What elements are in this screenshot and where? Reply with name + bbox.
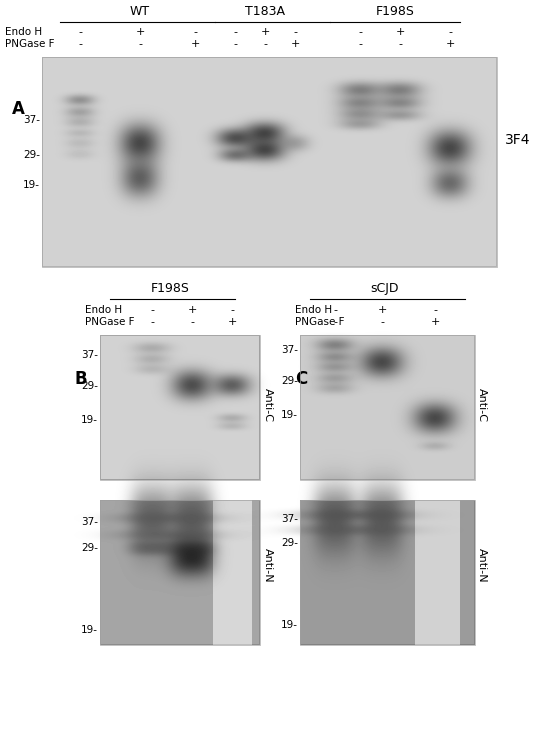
Bar: [100, 335, 260, 480]
Text: 19-: 19-: [23, 180, 40, 190]
Text: 29-: 29-: [281, 538, 298, 548]
Text: -: -: [263, 39, 267, 49]
Text: -: -: [358, 39, 362, 49]
Text: Endo H: Endo H: [5, 27, 42, 37]
Text: B: B: [75, 370, 88, 388]
Text: +: +: [135, 27, 144, 37]
Text: A: A: [12, 100, 25, 118]
Text: -: -: [193, 27, 197, 37]
Text: PNGase F: PNGase F: [85, 317, 134, 327]
Bar: [300, 335, 475, 480]
Text: +: +: [291, 39, 300, 49]
Text: Endo H: Endo H: [85, 305, 122, 315]
Text: sCJD: sCJD: [371, 282, 399, 295]
Text: -: -: [190, 317, 194, 327]
Text: -: -: [293, 27, 297, 37]
Text: 37-: 37-: [81, 517, 98, 527]
Text: +: +: [395, 27, 405, 37]
Text: -: -: [78, 27, 82, 37]
Text: 3F4: 3F4: [505, 133, 531, 147]
Text: Endo H: Endo H: [295, 305, 332, 315]
Text: 37-: 37-: [23, 115, 40, 125]
Text: 19-: 19-: [81, 625, 98, 635]
Text: PNGase F: PNGase F: [5, 39, 54, 49]
Text: -: -: [380, 317, 384, 327]
Text: 19-: 19-: [281, 410, 298, 420]
Text: +: +: [190, 39, 200, 49]
Text: +: +: [187, 305, 197, 315]
Text: -: -: [233, 39, 237, 49]
Text: Anti-N: Anti-N: [263, 547, 273, 582]
Text: -: -: [398, 39, 402, 49]
Text: 19-: 19-: [281, 620, 298, 630]
Text: 37-: 37-: [281, 514, 298, 524]
Text: +: +: [227, 317, 237, 327]
Text: 37-: 37-: [81, 350, 98, 360]
Text: 19-: 19-: [81, 415, 98, 425]
Text: -: -: [150, 317, 154, 327]
Text: -: -: [233, 27, 237, 37]
Text: Anti-N: Anti-N: [477, 547, 487, 582]
Text: +: +: [445, 39, 455, 49]
Text: +: +: [260, 27, 270, 37]
Text: -: -: [433, 305, 437, 315]
Text: -: -: [230, 305, 234, 315]
Text: Anti-C: Anti-C: [263, 388, 273, 422]
Bar: [42, 57, 497, 267]
Bar: [100, 500, 260, 645]
Text: -: -: [333, 317, 337, 327]
Text: 29-: 29-: [23, 150, 40, 160]
Text: 29-: 29-: [81, 381, 98, 391]
Text: +: +: [430, 317, 440, 327]
Text: -: -: [333, 305, 337, 315]
Text: 29-: 29-: [81, 543, 98, 553]
Text: -: -: [138, 39, 142, 49]
Text: +: +: [378, 305, 387, 315]
Text: F198S: F198S: [375, 5, 415, 18]
Text: 29-: 29-: [281, 376, 298, 386]
Bar: [300, 500, 475, 645]
Text: T183A: T183A: [245, 5, 285, 18]
Text: -: -: [78, 39, 82, 49]
Text: Anti-C: Anti-C: [477, 388, 487, 422]
Text: WT: WT: [130, 5, 150, 18]
Text: 37-: 37-: [281, 345, 298, 355]
Text: C: C: [295, 370, 307, 388]
Text: -: -: [358, 27, 362, 37]
Text: F198S: F198S: [150, 282, 190, 295]
Text: -: -: [150, 305, 154, 315]
Text: -: -: [448, 27, 452, 37]
Text: PNGase F: PNGase F: [295, 317, 345, 327]
